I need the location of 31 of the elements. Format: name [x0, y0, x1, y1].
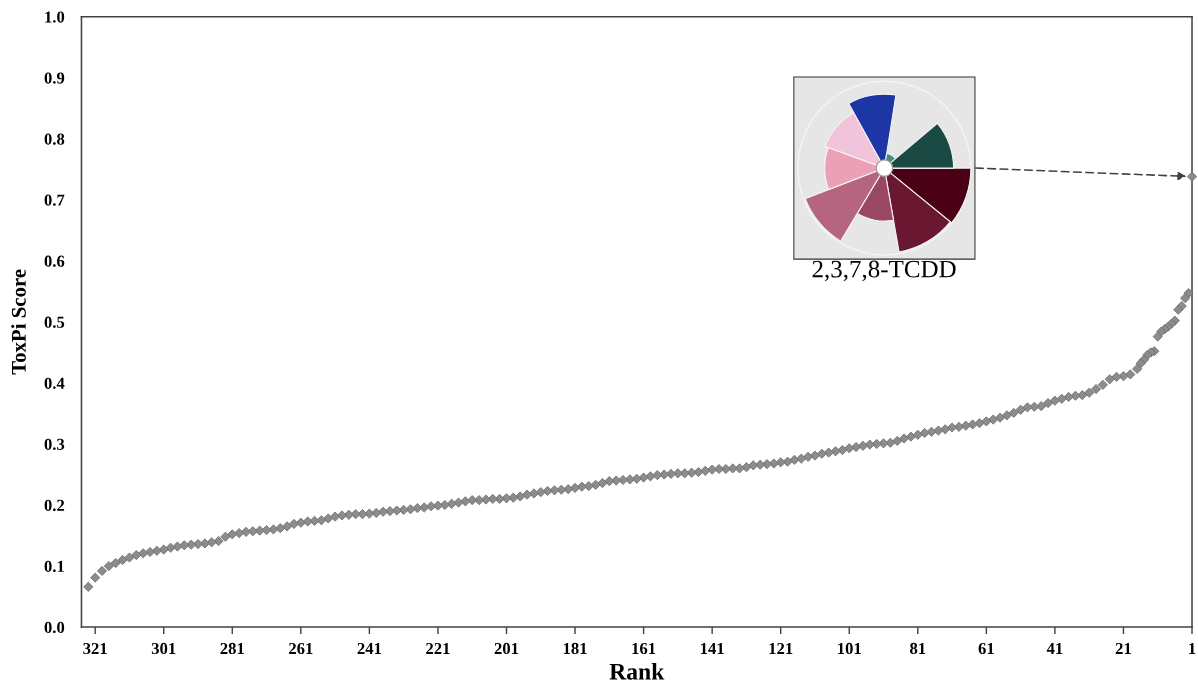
x-tick-label: 141: [700, 642, 724, 654]
y-axis-title: ToxPi Score: [11, 269, 26, 375]
x-tick-label: 241: [357, 642, 382, 654]
y-tick-label: 0.4: [44, 377, 65, 389]
x-tick-label: 181: [563, 642, 587, 655]
x-tick-label: 81: [910, 642, 926, 655]
x-tick-label: 1: [1189, 642, 1196, 654]
y-tick-label: 0.6: [44, 255, 65, 267]
x-tick-label: 281: [220, 642, 244, 655]
x-tick-label: 21: [1115, 642, 1131, 654]
y-tick-label: 0.1: [44, 560, 64, 573]
y-tick-label: 0.9: [44, 72, 65, 84]
y-tick-label: 0.5: [44, 316, 65, 328]
x-tick-label: 221: [426, 642, 450, 654]
y-tick-label: 0.7: [44, 194, 65, 206]
y-tick-label: 0.2: [44, 499, 65, 512]
x-tick-label: 301: [151, 642, 176, 655]
y-tick-label: 0.0: [44, 621, 65, 634]
x-tick-label: 121: [769, 642, 793, 654]
x-tick-label: 261: [289, 642, 313, 655]
x-tick-label: 61: [978, 642, 994, 655]
x-tick-label: 321: [83, 642, 107, 655]
annotation: 2,3,7,8-TCDD: [812, 260, 956, 282]
y-tick-label: 0.8: [44, 133, 65, 145]
y-tick-label: 1.0: [45, 11, 65, 23]
x-tick-label: 201: [494, 642, 519, 655]
x-tick-label: 101: [838, 642, 861, 655]
x-tick-label: 161: [632, 642, 656, 655]
x-tick-label: 41: [1046, 642, 1063, 654]
y-tick-label: 0.3: [44, 438, 65, 450]
x-axis-title: Rank: [609, 663, 665, 680]
